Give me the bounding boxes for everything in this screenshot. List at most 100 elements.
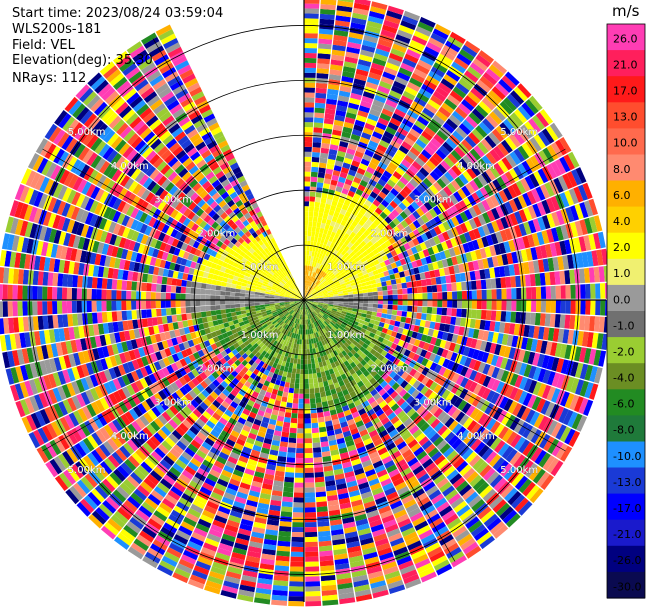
range-gate: [306, 291, 310, 296]
range-gate: [372, 57, 387, 67]
range-gate: [304, 72, 316, 78]
range-gate: [529, 274, 536, 287]
range-gate: [435, 314, 442, 323]
range-gate: [216, 314, 223, 320]
range-gate: [304, 181, 311, 187]
range-gate: [359, 54, 373, 63]
range-gate: [370, 174, 380, 183]
range-gate: [289, 432, 297, 439]
range-gate: [321, 271, 326, 277]
range-gate: [515, 275, 521, 288]
range-gate: [540, 286, 547, 299]
range-gate: [321, 218, 327, 224]
range-gate: [323, 208, 330, 215]
range-gate: [304, 502, 316, 508]
range-gate: [366, 20, 383, 29]
range-gate: [570, 284, 576, 299]
range-gate: [304, 220, 309, 226]
range-gate: [430, 32, 447, 45]
range-gate: [385, 166, 395, 175]
range-gate: [308, 270, 311, 276]
range-gate: [323, 255, 328, 261]
range-gate: [328, 149, 338, 156]
range-gate: [331, 200, 338, 207]
range-gate: [545, 300, 552, 313]
range-gate: [313, 122, 324, 128]
range-gate: [560, 300, 566, 314]
range-gate: [457, 291, 463, 300]
range-gate: [392, 305, 398, 311]
range-gate: [356, 63, 370, 72]
range-gate: [361, 95, 374, 104]
range-gate: [350, 22, 366, 30]
range-gate: [278, 530, 291, 537]
range-gate: [367, 195, 375, 203]
range-gate: [430, 66, 445, 78]
range-gate: [391, 85, 404, 95]
range-gate: [332, 39, 347, 47]
range-gate: [290, 556, 304, 562]
range-gate: [386, 309, 393, 315]
range-gate: [386, 314, 392, 320]
range-gate: [291, 413, 298, 419]
range-gate: [314, 476, 325, 483]
range-gate: [585, 283, 591, 299]
range-gate: [281, 396, 288, 403]
range-gate: [392, 289, 398, 295]
range-gate: [335, 245, 341, 252]
range-gate: [295, 348, 299, 354]
range-gate: [346, 228, 353, 236]
range-gate: [399, 122, 411, 133]
range-gate: [375, 316, 382, 322]
range-gate: [304, 127, 313, 133]
range-gate: [324, 203, 331, 210]
range-gate: [372, 303, 378, 308]
range-gate: [407, 293, 413, 300]
range-gate: [490, 278, 497, 289]
range-gate: [401, 15, 419, 26]
range-gate: [313, 382, 319, 389]
range-gate: [361, 285, 368, 290]
range-gate: [384, 66, 398, 76]
range-gate: [336, 10, 352, 18]
range-gate: [320, 152, 329, 159]
range-gate: [354, 73, 368, 82]
range-gate: [304, 383, 309, 389]
range-gate: [406, 132, 418, 143]
range-gate: [304, 156, 312, 162]
range-gate: [329, 184, 337, 191]
range-gate: [389, 117, 402, 127]
range-gate: [304, 290, 307, 296]
range-gate: [350, 92, 362, 101]
range-gate: [316, 268, 321, 274]
range-gate: [282, 371, 288, 378]
range-gate: [545, 286, 552, 299]
range-gate: [304, 201, 310, 207]
range-gate: [317, 247, 322, 254]
range-gate: [382, 304, 388, 309]
range-gate: [309, 276, 313, 282]
range-gate: [366, 76, 380, 86]
range-gate: [352, 290, 358, 295]
range-gate: [361, 191, 370, 200]
range-gate: [306, 245, 310, 251]
range-gate: [362, 289, 368, 294]
range-gate: [495, 310, 502, 322]
range-gate: [306, 285, 308, 291]
range-gate: [476, 300, 482, 310]
range-gate: [320, 248, 325, 255]
range-gate: [323, 228, 329, 235]
range-gate: [314, 257, 319, 263]
range-gate: [306, 255, 309, 261]
range-gate: [283, 421, 291, 428]
range-gate: [385, 280, 392, 286]
range-gate: [311, 283, 316, 288]
range-gate: [451, 61, 466, 74]
range-gate: [324, 267, 329, 273]
range-gate: [304, 62, 317, 68]
range-gate: [309, 383, 314, 389]
range-gate: [316, 222, 322, 228]
range-gate: [535, 286, 542, 299]
range-gate: [231, 311, 237, 317]
range-gate: [315, 397, 322, 404]
